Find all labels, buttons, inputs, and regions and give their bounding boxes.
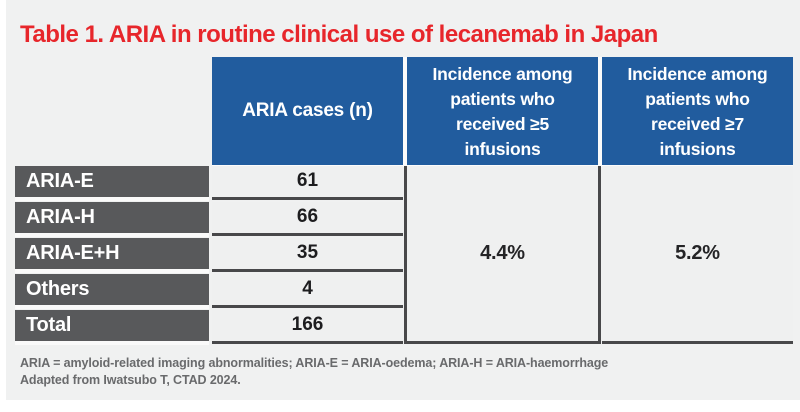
value-others-cases: 4 (212, 274, 403, 308)
incidence-ge5-value: 4.4% (480, 242, 525, 264)
row-header-aria-h: ARIA-H (15, 202, 209, 233)
row-header-total: Total (15, 310, 209, 341)
row-header-aria-e-plus-h: ARIA-E+H (15, 238, 209, 269)
footnote-abbreviations: ARIA = amyloid-related imaging abnormali… (20, 356, 609, 370)
incidence-ge7-cell: 5.2% (602, 166, 793, 344)
value-aria-e-cases: 61 (212, 166, 403, 200)
value-aria-e-plus-h-cases: 35 (212, 238, 403, 272)
footnote-source: Adapted from Iwatsubo T, CTAD 2024. (20, 372, 241, 387)
table-title: Table 1. ARIA in routine clinical use of… (20, 21, 658, 48)
col-header-incidence-ge7-infusions: Incidence among patients who received ≥7… (602, 57, 793, 165)
row-header-aria-e: ARIA-E (15, 166, 209, 197)
incidence-ge5-cell: 4.4% (404, 166, 601, 344)
row-header-others: Others (15, 274, 209, 305)
value-total-cases: 166 (212, 310, 403, 344)
col-header-incidence-ge5-infusions: Incidence among patients who received ≥5… (407, 57, 602, 165)
footnote: ARIA = amyloid-related imaging abnormali… (20, 355, 780, 388)
col-header-aria-cases: ARIA cases (n) (212, 57, 407, 165)
value-aria-h-cases: 66 (212, 202, 403, 236)
incidence-ge7-value: 5.2% (675, 242, 720, 264)
